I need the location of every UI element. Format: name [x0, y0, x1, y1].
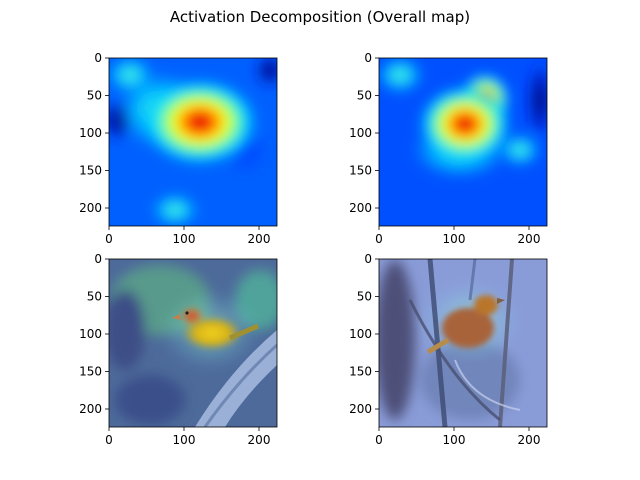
x-tick-label: 200	[248, 232, 271, 246]
x-tick-label: 0	[375, 433, 383, 447]
x-tick-label: 100	[443, 232, 466, 246]
x-tick-label: 100	[173, 433, 196, 447]
heatmap-top-right	[379, 58, 547, 226]
x-tick-label: 200	[248, 433, 271, 447]
y-tick-label: 150	[349, 365, 372, 379]
x-tick-label: 100	[443, 433, 466, 447]
axes-frame-top-right	[378, 57, 548, 227]
heatmap-top-left	[109, 58, 277, 226]
y-tick-label: 100	[79, 327, 102, 341]
y-tick-label: 100	[79, 126, 102, 140]
y-tick-label: 100	[349, 126, 372, 140]
y-tick-label: 50	[87, 290, 102, 304]
y-tick-label: 200	[79, 402, 102, 416]
y-tick-label: 150	[79, 365, 102, 379]
x-tick-label: 0	[375, 232, 383, 246]
y-tick-label: 0	[94, 252, 102, 266]
y-tick-label: 100	[349, 327, 372, 341]
x-tick-label: 0	[105, 433, 113, 447]
overlay-bottom-left	[109, 259, 277, 427]
axes-frame-bottom-left	[108, 258, 278, 428]
x-tick-label: 100	[173, 232, 196, 246]
y-tick-label: 200	[349, 402, 372, 416]
y-tick-label: 50	[357, 290, 372, 304]
y-tick-label: 0	[364, 252, 372, 266]
y-tick-label: 0	[94, 51, 102, 65]
x-tick-label: 200	[518, 433, 541, 447]
x-tick-label: 200	[518, 232, 541, 246]
y-tick-label: 150	[79, 164, 102, 178]
y-tick-label: 50	[357, 89, 372, 103]
y-tick-label: 200	[349, 201, 372, 215]
y-tick-label: 200	[79, 201, 102, 215]
figure-title: Activation Decomposition (Overall map)	[170, 8, 470, 26]
y-tick-label: 0	[364, 51, 372, 65]
axes-frame-bottom-right	[378, 258, 548, 428]
x-tick-label: 0	[105, 232, 113, 246]
y-tick-label: 50	[87, 89, 102, 103]
tick-layer: 0 100 200 0 50 100 150 200 0 100 200 0 50 100 150 200 0 1…	[79, 51, 540, 447]
axes-frame-top-left	[108, 57, 278, 227]
y-tick-label: 150	[349, 164, 372, 178]
overlay-bottom-right	[379, 259, 547, 427]
